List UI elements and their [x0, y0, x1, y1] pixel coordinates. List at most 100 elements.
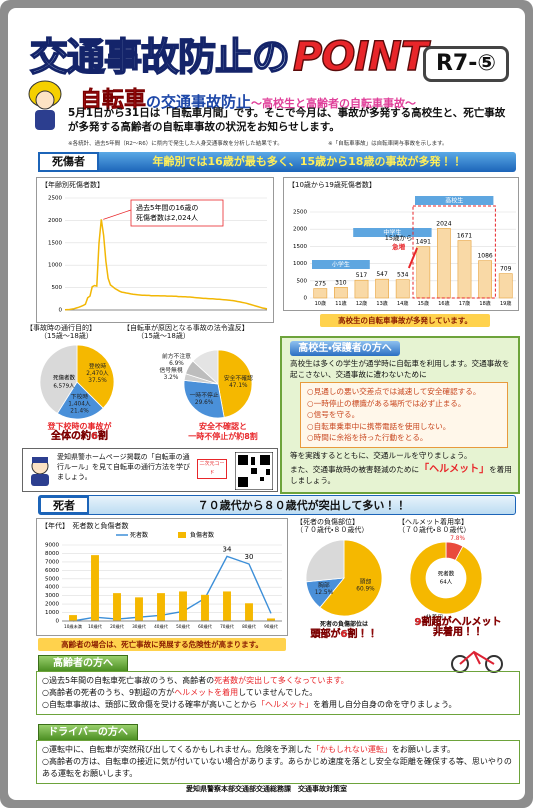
poster: 交通事故防止の POINT R7-⑤ 自転車の交通事故防止～高校生と高齢者の自転車… — [8, 8, 525, 800]
legend-label: 死者数 — [130, 531, 148, 539]
bar — [113, 593, 121, 621]
line — [64, 219, 268, 311]
annotation: 過去5年間の16歳の — [136, 203, 198, 212]
x-tick-label: 40歳代 — [154, 623, 169, 630]
elder-list: ○過去5年間の自転車死亡事故のうち、高齢者の死者数が突出して多くなっています。 ○… — [36, 671, 520, 715]
bar — [223, 591, 231, 621]
value-label: 534 — [397, 272, 409, 279]
slice-label: 2,470人 — [86, 370, 109, 377]
center-label: 死傷者数 — [53, 374, 76, 382]
slice — [183, 379, 225, 419]
slice-label: 一時不停止 — [190, 391, 219, 399]
chart-title: 【年齢別死傷者数】 — [41, 181, 104, 189]
title-line: （７０歳代・８０歳代） — [296, 526, 369, 534]
chart-title: 【10歳から19歳死傷者数】 — [288, 181, 376, 189]
annotation: 急増 — [392, 242, 406, 251]
student-box: 高校生・保護者の方へ 高校生は多くの学生が通学時に自転車を利用します。交通事故を… — [280, 336, 520, 494]
y-tick-label: 4000 — [45, 585, 59, 591]
pie-caption: 登下校時の事故が 全体の約6割 — [32, 422, 127, 442]
caption-line: 頭部が6割！！ — [310, 629, 378, 640]
bar — [457, 240, 472, 299]
y-tick-label: 1000 — [293, 261, 307, 267]
driver-list: ○運転中に、自転車が突然飛び出してくるかもしれません。危険を予測した「かもしれな… — [36, 740, 520, 784]
value-label: 310 — [335, 279, 347, 286]
caption-line: 一時不停止が約8割 — [188, 432, 258, 441]
value-label: 34 — [223, 545, 232, 553]
bar — [375, 278, 389, 299]
center-label: 6,579人 — [53, 384, 75, 390]
chart-title: 【ヘルメット着用率】 （７０歳代・８０歳代） — [398, 518, 470, 534]
x-tick-label: 15歳 — [418, 300, 429, 307]
slice — [409, 541, 483, 615]
y-tick-label: 2000 — [45, 602, 59, 608]
y-tick-label: 500 — [52, 285, 63, 291]
slice — [56, 381, 104, 420]
cyclist-icon — [28, 80, 62, 130]
note: ※各統計、過去5年間（R2～R6）に県内で発生した人身交通事故を分析した結果です… — [68, 141, 283, 147]
text: していませんでした。 — [238, 688, 318, 697]
title-line: 【事故時の通行目的】 — [26, 324, 96, 332]
arrow — [407, 247, 419, 269]
y-tick-label: 8000 — [45, 551, 59, 557]
x-tick-label: 10歳未満 — [64, 623, 82, 630]
bar — [334, 287, 348, 299]
bar — [245, 603, 253, 621]
center-label: 64人 — [440, 580, 453, 586]
y-tick-label: 7000 — [45, 559, 59, 565]
x-tick-label: 12歳 — [356, 300, 367, 307]
y-tick-label: 1500 — [48, 240, 62, 246]
bicycle-icon — [451, 650, 503, 673]
section-headline: 年齢別では16歳が最も多く、15歳から18歳の事故が多発！！ — [152, 155, 463, 168]
pie-caption: 死者の負傷部位は 頭部が6割！！ — [296, 620, 392, 640]
pie-caption: 9割超がヘルメット 非着用！！ — [406, 617, 510, 638]
caption-line: 登下校時の事故が — [47, 422, 112, 431]
chart-panel: 【年代】 死者数と負傷者数 0 1000 2000 3000 4000 5000 6000 7… — [36, 518, 288, 636]
y-tick-label: 1000 — [48, 263, 62, 269]
value-label: 709 — [500, 266, 512, 273]
note: ※「自転車事故」は自転車関与事故を示します。 — [328, 141, 448, 147]
bar — [91, 555, 99, 621]
qr-code — [235, 452, 273, 490]
group-label: 高校生 — [445, 197, 463, 205]
subtitle-em: 自転車 — [80, 88, 147, 114]
age-chart: 0 500 1000 1500 2000 2500 過去5年間の16歳の死傷者数は2,024… — [48, 196, 268, 314]
box-outro: 等を実践するとともに、交通ルールを守りましょう。 — [290, 451, 472, 460]
chart-panel: 【年齢別死傷者数】 0 500 1000 1500 2000 2500 過去5年間の16歳の… — [36, 177, 274, 323]
caption-line: 9割超がヘルメット — [414, 617, 502, 628]
value-label: 30 — [245, 553, 254, 561]
text: ○運転中に、自転車が突然飛び出してくるかもしれません。危険を予測した — [42, 745, 312, 754]
y-tick-label: 3000 — [45, 593, 59, 599]
emphasis: 死者数が突出して多くなっています。 — [214, 676, 349, 685]
qr-box: 愛知県警ホームページ掲載の「自転車の通行ルール」を見て自転車の通行方法を学びまし… — [22, 448, 278, 492]
text: を着用しましょう。 — [290, 465, 512, 485]
emphasis: 「かもしれない運転」 — [311, 745, 392, 754]
slice-label: 12.5% — [315, 590, 334, 596]
group-label: 中学生 — [383, 229, 401, 237]
x-tick-label: 14歳 — [397, 300, 408, 307]
slice-label: 非着用 — [426, 613, 444, 618]
group-box — [312, 260, 370, 269]
chart-title: 【事故時の通行目的】 （15歳～18歳） — [26, 324, 96, 340]
x-tick-label: 50歳代 — [176, 623, 191, 630]
text: ○高齢者の方は、自転車の接近に気が付いていない場合があります。あらかじめ速度を落… — [42, 757, 512, 778]
combo-chart: 0 1000 2000 3000 4000 5000 6000 7000 8000 9000 10歳… — [45, 531, 282, 630]
value-label: 517 — [356, 272, 368, 279]
qr-label: 二次元コード — [197, 459, 227, 479]
advice-item: ○一時停止の標識がある場所では必ず止まる。 — [307, 398, 466, 408]
y-tick-label: 1500 — [293, 244, 307, 250]
slice-label: 60.9% — [356, 587, 375, 593]
bar — [267, 618, 275, 621]
footer: 愛知県警察本部交通部交通総務課 交通事故対策室 — [186, 785, 347, 793]
slice-label: 47.1% — [229, 383, 248, 389]
x-tick-label: 10歳 — [315, 300, 326, 307]
title-line: （７０歳代・８０歳代） — [398, 526, 471, 534]
title: 交通事故防止の POINT — [29, 26, 428, 81]
chart-title: 【死者の負傷部位】 （７０歳代・８０歳代） — [296, 518, 368, 534]
y-tick-label: 0 — [56, 619, 60, 625]
y-tick-label: 1000 — [45, 610, 59, 616]
chart-panel: 【10歳から19歳死傷者数】 0 500 1000 1500 2000 2500 275 10… — [283, 177, 519, 311]
group-label: 小学生 — [332, 261, 350, 269]
subtitle-text: の交通事故防止 — [146, 93, 252, 111]
